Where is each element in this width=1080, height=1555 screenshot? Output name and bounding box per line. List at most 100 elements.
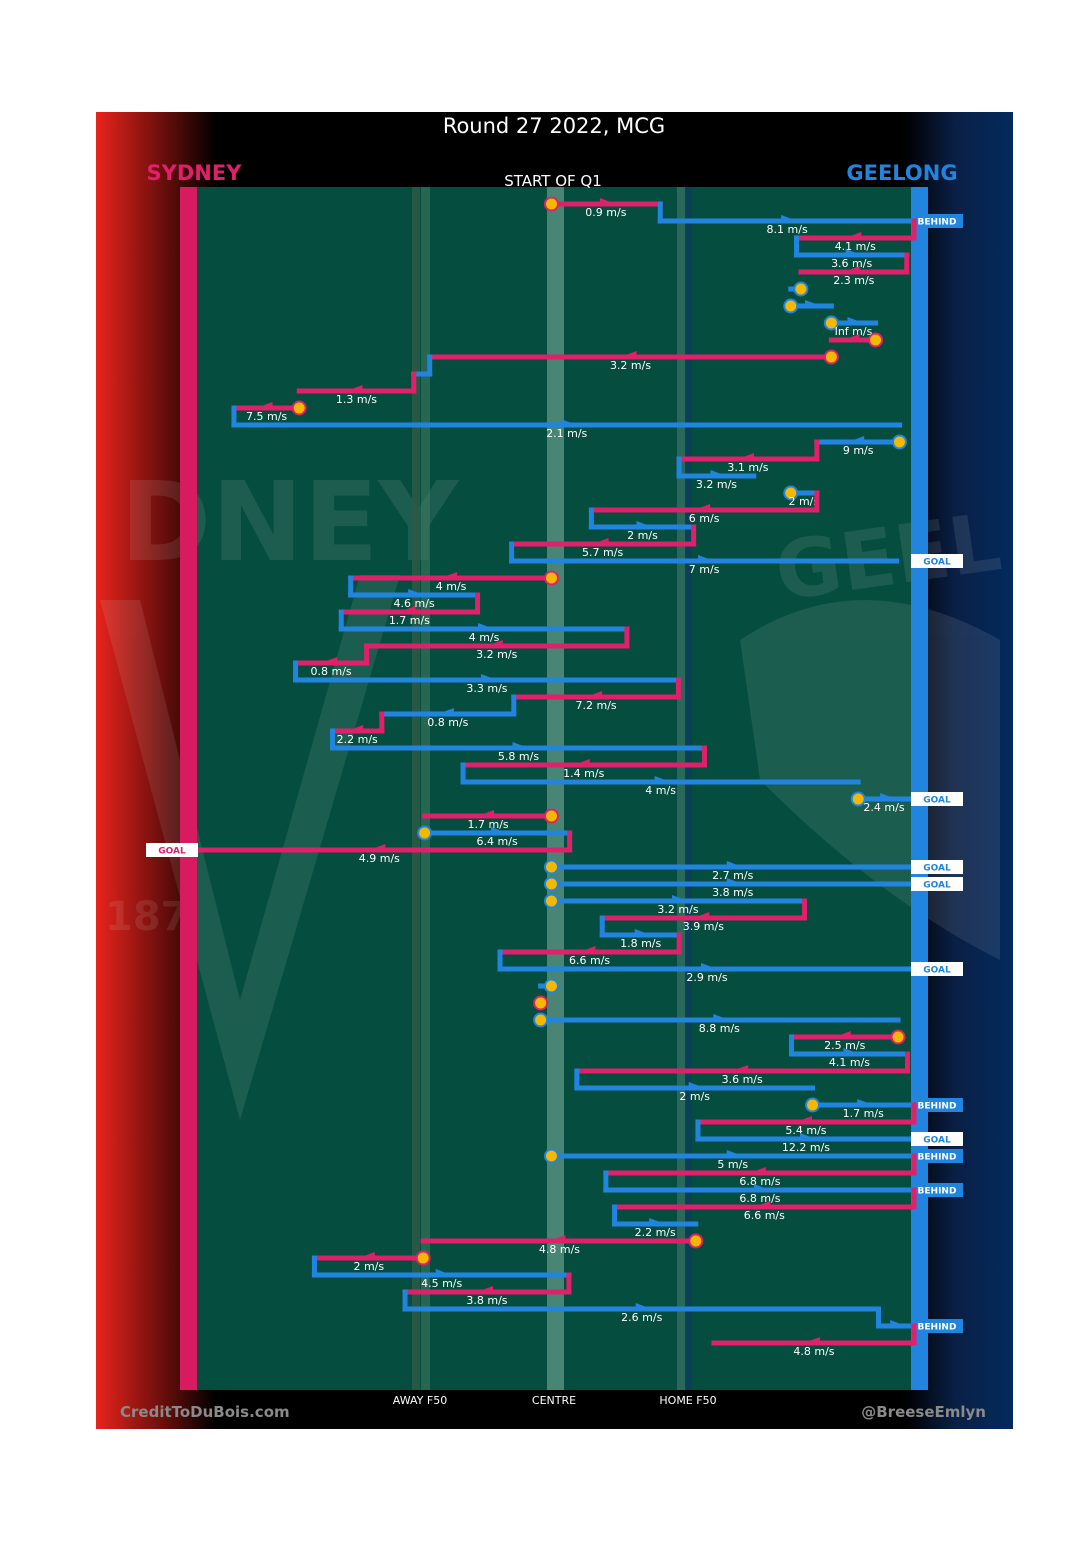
chain-segment: 2.7 m/s GOAL — [544, 859, 963, 882]
speed-label: 4.8 m/s — [539, 1243, 580, 1256]
direction-arrow — [848, 436, 865, 443]
speed-label: 3.8 m/s — [466, 1294, 507, 1307]
goal-badge — [146, 843, 198, 857]
home-f50-line-2 — [686, 187, 692, 1390]
direction-arrow — [654, 776, 671, 783]
speed-label: 2 m/s — [627, 529, 658, 542]
chain-segment: 6.4 m/s — [417, 825, 573, 848]
speed-label: 2.5 m/s — [824, 1039, 865, 1052]
chain-segment: 4 m/s — [338, 609, 630, 644]
chain-segment: 3.2 m/s — [544, 893, 808, 916]
direction-arrow — [693, 912, 710, 919]
direction-arrow — [476, 1286, 493, 1293]
direction-arrow — [845, 232, 862, 239]
possession-marker — [850, 791, 866, 807]
sydney-goal-post — [180, 187, 197, 1390]
goal-label: GOAL — [923, 1136, 951, 1146]
chain-segment: 4.1 m/s — [788, 1034, 910, 1069]
chain-segment: 4.9 m/s GOAL — [146, 830, 573, 865]
goal-label: GOAL — [923, 881, 951, 891]
chain-segment: 3.2 m/s — [364, 626, 630, 661]
chain-segment: 3.1 m/s — [676, 439, 820, 474]
direction-arrow — [634, 929, 651, 936]
speed-label: 5.4 m/s — [785, 1124, 826, 1137]
left-credit: CreditToDuBois.com — [120, 1403, 290, 1421]
speed-label: 8.8 m/s — [699, 1022, 740, 1035]
behind-badge — [911, 1319, 963, 1333]
chain-segment: 1.8 m/s — [599, 915, 682, 950]
direction-arrow — [486, 640, 503, 647]
direction-arrow — [586, 691, 603, 698]
speed-label: 1.7 m/s — [467, 818, 508, 831]
speed-label: 7.2 m/s — [576, 699, 617, 712]
chain-segment: 1.3 m/s — [296, 371, 417, 406]
direction-arrow — [847, 317, 864, 324]
speed-label: 2 m/s — [679, 1090, 710, 1103]
chain-segment: 8.8 m/s — [533, 1012, 901, 1035]
direction-arrow — [635, 1303, 652, 1310]
away-f50-line-2 — [421, 187, 430, 1390]
direction-arrow — [560, 419, 577, 426]
possession-marker — [415, 1250, 431, 1266]
speed-label: 0.9 m/s — [585, 206, 626, 219]
chain-segment: 3.6 m/s — [794, 235, 910, 270]
chain-segment: 0.8 m/s — [293, 643, 370, 678]
direction-arrow — [781, 215, 798, 222]
direction-arrow — [737, 453, 754, 460]
direction-arrow — [512, 742, 529, 749]
speed-label: Inf m/s — [835, 325, 873, 338]
chain-segment: 2.3 m/s — [798, 252, 910, 287]
sydney-watermark: DNEY 1874 — [100, 458, 460, 1120]
direction-arrow — [256, 402, 273, 409]
behind-label: BEHIND — [918, 1102, 957, 1112]
chain-segment: 6.8 m/s — [603, 1153, 917, 1188]
direction-arrow — [688, 1082, 705, 1089]
chain-segment: 2 m/s — [783, 485, 819, 508]
speed-label: 6.4 m/s — [477, 835, 518, 848]
direction-arrow — [573, 759, 590, 766]
chain-segment: 2.2 m/s — [330, 711, 385, 746]
direction-arrow — [480, 674, 497, 681]
speed-label: 4.6 m/s — [394, 597, 435, 610]
direction-arrow — [592, 538, 609, 545]
tick-label-centre: CENTRE — [532, 1394, 576, 1407]
speed-label: 2 m/s — [788, 495, 819, 508]
direction-arrow — [880, 793, 897, 800]
chain-segment: 6 m/s — [588, 490, 820, 525]
speed-label: 3.2 m/s — [610, 359, 651, 372]
chain-segment: 2.4 m/s GOAL — [850, 791, 963, 814]
tick-label-away-f50: AWAY F50 — [393, 1394, 447, 1407]
chain-segment: 4.1 m/s — [794, 218, 917, 253]
chain-segment: 2.1 m/s — [231, 405, 902, 440]
speed-label: 7.5 m/s — [246, 410, 287, 423]
chain-segment: 3.9 m/s — [599, 898, 808, 933]
chain-segment: 7 m/s GOAL — [509, 541, 963, 576]
chain-segment: 4 m/s — [460, 762, 861, 797]
possession-marker — [291, 400, 307, 416]
chain-segment: 4.8 m/s — [420, 1233, 704, 1256]
speed-label: 3.6 m/s — [831, 257, 872, 270]
chain-segment: 1.7 m/s — [338, 592, 481, 627]
direction-arrow — [698, 555, 715, 562]
speed-label: 0.8 m/s — [311, 665, 352, 678]
speed-label: 4 m/s — [436, 580, 467, 593]
possession-marker — [544, 978, 559, 994]
direction-arrow — [710, 470, 727, 477]
possession-marker — [823, 315, 839, 331]
chain-segment: 5 m/s BEHIND — [544, 1148, 963, 1171]
possession-marker — [533, 1012, 549, 1028]
direction-arrow — [437, 708, 454, 715]
speed-label: 4.1 m/s — [835, 240, 876, 253]
direction-arrow — [672, 895, 689, 902]
chain-segment: 3.2 m/s — [676, 456, 757, 491]
behind-label: BEHIND — [918, 1153, 957, 1163]
chain-segment: 4 m/s — [348, 570, 559, 593]
direction-arrow — [649, 1218, 666, 1225]
geelong-goal-post — [911, 187, 928, 1390]
direction-arrow — [890, 1320, 907, 1327]
chain-segment: 1.7 m/s — [422, 808, 559, 831]
speed-label: 3.2 m/s — [696, 478, 737, 491]
chain-segment: 0.8 m/s — [379, 694, 517, 729]
direction-arrow — [726, 861, 743, 868]
